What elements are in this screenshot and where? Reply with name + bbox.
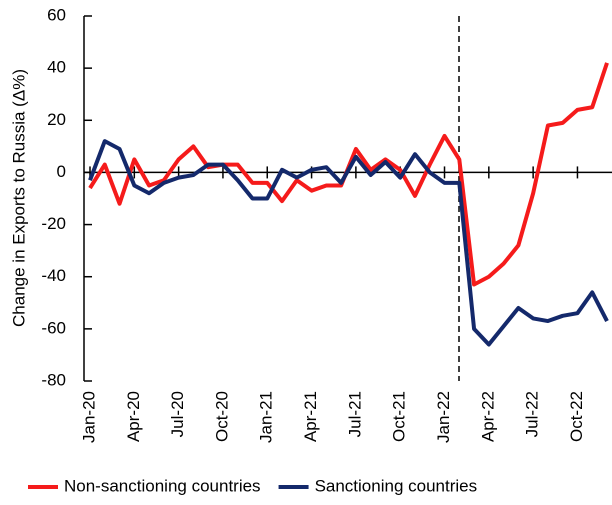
y-tick-label: 0 (57, 162, 66, 181)
x-tick-label: Jan-22 (434, 391, 453, 443)
x-tick-label: Apr-21 (301, 391, 320, 442)
y-tick-label: -40 (41, 266, 66, 285)
legend-label: Non-sanctioning countries (64, 476, 261, 495)
y-tick-label: -20 (41, 214, 66, 233)
y-tick-label: -60 (41, 318, 66, 337)
legend-label: Sanctioning countries (315, 476, 478, 495)
x-tick-label: Oct-22 (567, 391, 586, 442)
y-tick-label: 40 (47, 58, 66, 77)
y-tick-label: -80 (41, 370, 66, 389)
x-tick-label: Apr-20 (124, 391, 143, 442)
x-tick-label: Apr-22 (478, 391, 497, 442)
x-tick-label: Jul-21 (345, 391, 364, 437)
x-tick-label: Oct-20 (212, 391, 231, 442)
x-tick-label: Jul-22 (523, 391, 542, 437)
y-axis-title: Change in Exports to Russia (Δ%) (9, 69, 28, 327)
x-tick-label: Oct-21 (390, 391, 409, 442)
series-line (88, 139, 609, 347)
x-tick-label: Jan-21 (257, 391, 276, 443)
x-tick-label: Jul-20 (168, 391, 187, 437)
y-tick-label: 20 (47, 110, 66, 129)
y-tick-label: 60 (47, 5, 66, 24)
x-tick-label: Jan-20 (79, 391, 98, 443)
